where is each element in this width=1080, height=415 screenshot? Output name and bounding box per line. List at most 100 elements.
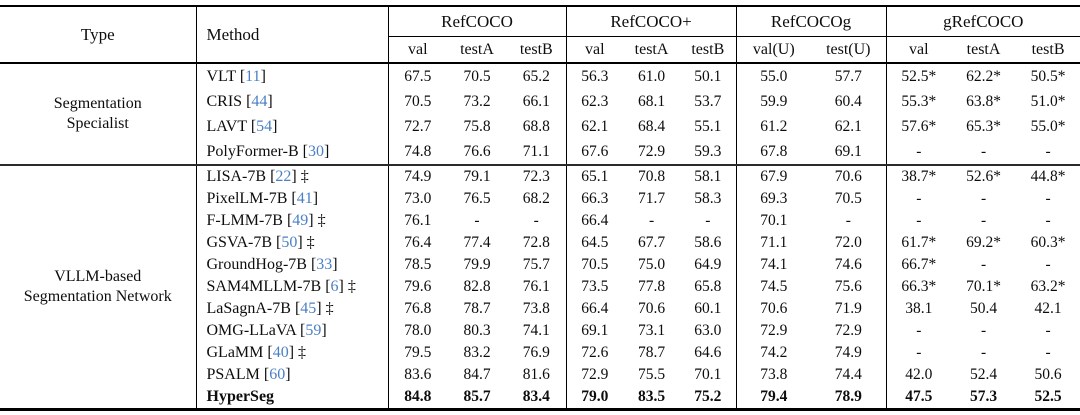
value-cell: 67.8 <box>735 139 812 165</box>
value-cell: 50.5* <box>1030 67 1066 85</box>
value-cell: 62.3 <box>565 89 624 114</box>
value-cell: 79.1 <box>447 164 507 188</box>
value-cell: 38.7* <box>885 164 952 188</box>
value-cell: 52.6* <box>951 164 1017 188</box>
citation-ref[interactable]: 50 <box>281 234 298 251</box>
table-row: F-LMM-7B [49] ‡ 76.1 - - 66.4 - - 70.1 - - - - <box>0 210 1080 232</box>
value-cell: 50.1 <box>694 67 722 85</box>
method-cell: PolyFormer-B [30] <box>196 139 389 165</box>
citation-ref[interactable]: 49 <box>292 212 309 229</box>
citation-ref[interactable]: 54 <box>256 117 273 135</box>
header-subcol-row: val testA testB val testA testB val(U) t… <box>0 36 1080 64</box>
citation-ref[interactable]: 41 <box>296 190 313 207</box>
method-cell: F-LMM-7B [49] ‡ <box>196 210 389 232</box>
citation-ref[interactable]: 30 <box>307 142 324 160</box>
value-cell: - <box>980 212 987 229</box>
value-cell: - <box>980 256 987 273</box>
value-cell: 53.7 <box>694 92 722 110</box>
value-cell: 58.1 <box>680 164 737 188</box>
value-cell: - <box>533 212 539 229</box>
value-cell: 58.6 <box>694 234 722 251</box>
value-cell: - <box>1045 256 1051 273</box>
value-cell: 72.6 <box>565 342 624 364</box>
value-cell: 78.9 <box>834 388 862 405</box>
method-name: GroundHog-7B <box>206 256 307 273</box>
value-cell: 76.6 <box>463 142 491 160</box>
value-cell: - <box>474 212 480 229</box>
column-header-method: Method <box>196 6 389 64</box>
value-cell: - <box>845 212 851 229</box>
subcol-header-grefcoco-val: val <box>885 36 952 64</box>
value-cell: 68.8 <box>522 117 550 135</box>
value-cell: 65.1 <box>565 164 624 188</box>
citation-ref[interactable]: 6 <box>330 278 339 295</box>
value-cell: 79.6 <box>404 278 432 295</box>
value-cell: 81.6 <box>522 366 550 383</box>
double-dagger-mark: ‡ <box>313 212 326 229</box>
value-cell: 72.8 <box>522 234 550 251</box>
citation-ref[interactable]: 33 <box>316 256 333 273</box>
method-name: HyperSeg <box>206 388 275 405</box>
citation-ref[interactable]: 60 <box>269 366 286 383</box>
value-cell: 78.7 <box>637 344 666 361</box>
value-cell: 66.3* <box>885 276 952 298</box>
citation-ref[interactable]: 11 <box>245 67 261 85</box>
value-cell: 69.1 <box>565 320 624 342</box>
value-cell: 80.3 <box>463 322 491 339</box>
value-cell: - <box>980 190 987 207</box>
value-cell: 70.5 <box>463 67 491 85</box>
value-cell: 70.5 <box>565 254 624 276</box>
citation-ref[interactable]: 40 <box>272 344 289 361</box>
value-cell: 67.5 <box>404 67 432 85</box>
value-cell: 69.3 <box>735 188 812 210</box>
value-cell: 82.8 <box>463 278 491 295</box>
value-cell: - <box>885 210 952 232</box>
value-cell: 55.0* <box>1030 117 1066 135</box>
value-cell: 65.2 <box>522 67 550 85</box>
value-cell: 74.8 <box>404 142 432 160</box>
value-cell: 61.7* <box>885 232 952 254</box>
citation-ref[interactable]: 59 <box>305 322 322 339</box>
value-cell: 67.9 <box>735 164 812 188</box>
value-cell: 65.3* <box>966 117 1001 135</box>
table-row: LAVT [54] 72.7 75.8 68.8 62.1 68.4 55.1 61.2 62.… <box>0 114 1080 139</box>
value-cell: 67.7 <box>637 234 666 251</box>
value-cell: 60.4 <box>834 92 862 110</box>
method-name: F-LMM-7B <box>206 212 283 229</box>
method-cell: GroundHog-7B [33] <box>196 254 389 276</box>
value-cell: 65.8 <box>694 278 722 295</box>
subcol-header-refcocog-valu: val(U) <box>735 36 812 64</box>
value-cell: 83.4 <box>522 388 550 405</box>
method-cell: VLT [11] <box>196 63 389 89</box>
type-label-line: Segmentation Network <box>23 288 172 305</box>
group-header-refcoco: RefCOCO <box>388 6 567 37</box>
value-cell: 51.0* <box>1030 92 1066 110</box>
value-cell: 63.8* <box>966 92 1001 110</box>
value-cell: 62.1 <box>565 114 624 139</box>
value-cell: 47.5 <box>885 386 952 410</box>
citation-ref[interactable]: 44 <box>251 92 268 110</box>
citation-ref[interactable]: 45 <box>300 300 317 317</box>
value-cell: 74.4 <box>834 366 862 383</box>
table-row: SAM4MLLM-7B [6] ‡ 79.6 82.8 76.1 73.5 77.8 65.… <box>0 276 1080 298</box>
table-row: PSALM [60] 83.6 84.7 81.6 72.9 75.5 70.1 73.8 74… <box>0 364 1080 386</box>
citation-ref[interactable]: 22 <box>275 168 292 185</box>
value-cell: 84.8 <box>404 388 432 405</box>
value-cell: 55.3* <box>885 89 952 114</box>
value-cell: 42.1 <box>1034 300 1062 317</box>
method-name: VLT <box>206 67 236 85</box>
value-cell: - <box>980 142 987 160</box>
table-body: Segmentation Specialist VLT [11] 67.5 70.5 65… <box>0 63 1080 410</box>
value-cell: 70.5 <box>404 92 432 110</box>
value-cell: 85.7 <box>463 388 491 405</box>
value-cell: - <box>705 212 711 229</box>
value-cell: 66.1 <box>522 92 550 110</box>
value-cell: 74.1 <box>735 254 812 276</box>
header-group-row: Type Method RefCOCO RefCOCO+ RefCOCOg gR… <box>0 6 1080 64</box>
value-cell: 83.2 <box>463 344 491 361</box>
value-cell: 74.6 <box>834 256 862 273</box>
value-cell: 79.9 <box>463 256 491 273</box>
method-name: SAM4MLLM-7B <box>206 278 322 295</box>
subcol-header-refcoco-plus-testb: testB <box>680 36 737 64</box>
